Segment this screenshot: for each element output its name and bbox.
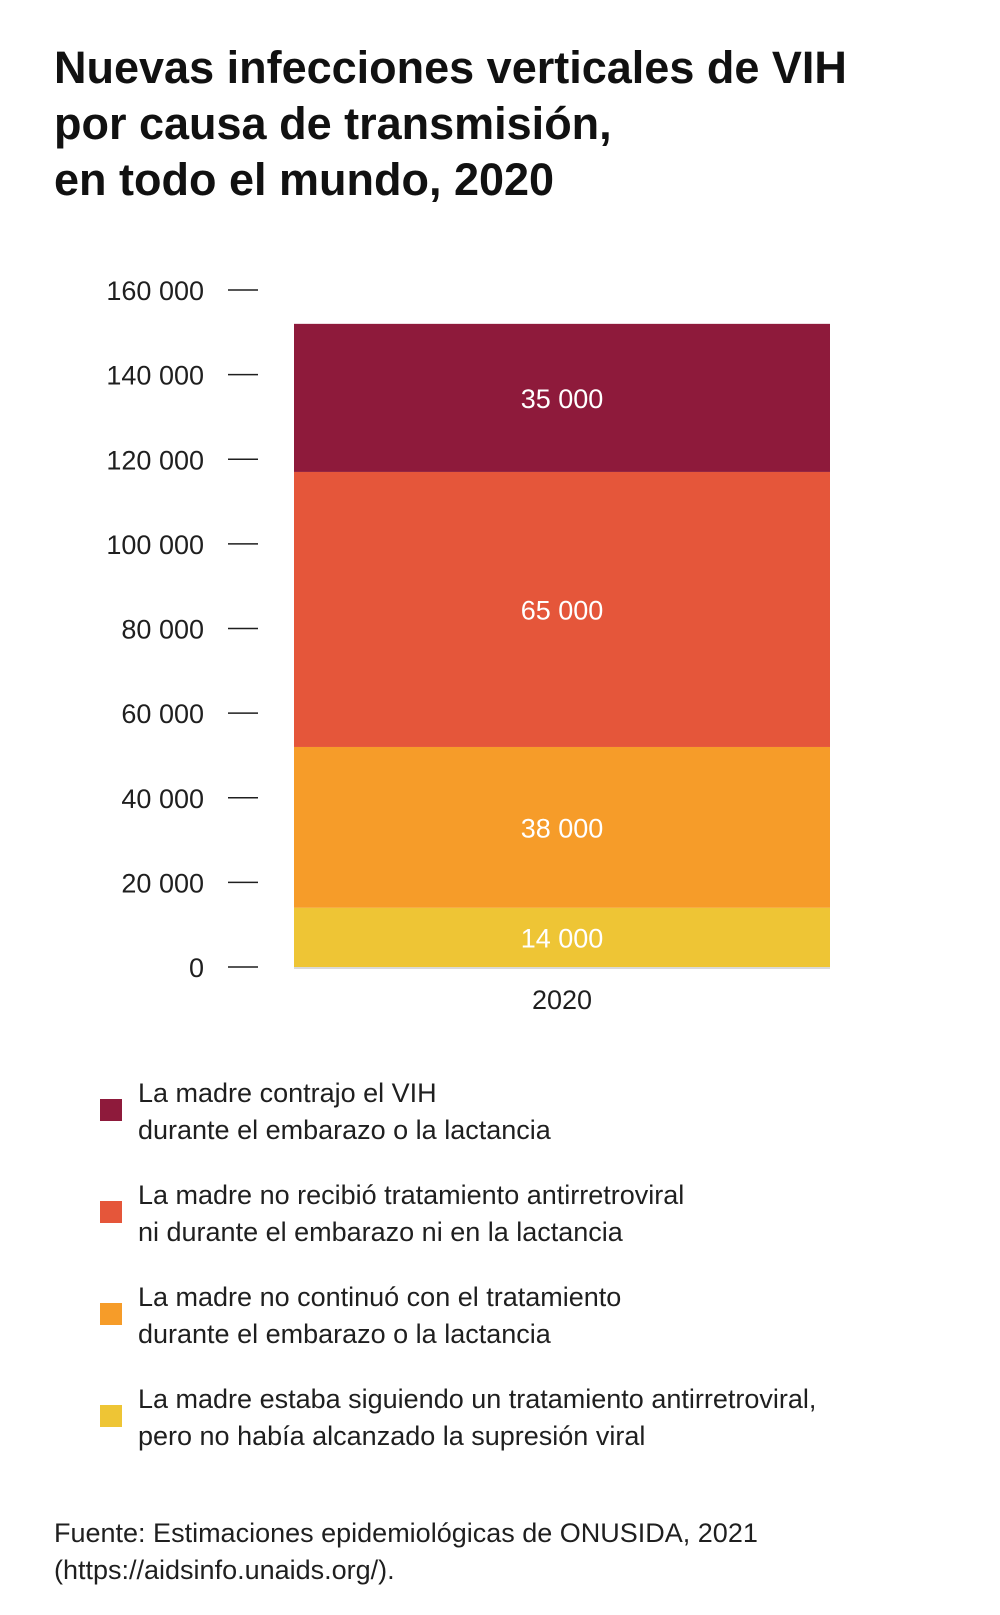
legend-label: La madre estaba siguiendo un tratamiento… bbox=[138, 1381, 816, 1455]
y-tick-label: 40 000 bbox=[121, 784, 204, 814]
legend-item-discontinued-treatment: La madre no continuó con el tratamiento … bbox=[0, 1279, 1000, 1359]
y-tick-label: 120 000 bbox=[106, 445, 204, 475]
legend-label-line: pero no había alcanzado la supresión vir… bbox=[138, 1421, 646, 1451]
y-tick-label: 160 000 bbox=[106, 276, 204, 306]
legend-label-line: durante el embarazo o la lactancia bbox=[138, 1115, 551, 1145]
y-axis: 0 20 000 40 000 60 000 80 000 100 000 120 000 1… bbox=[106, 276, 258, 983]
legend-label-line: La madre no continuó con el tratamiento bbox=[138, 1282, 622, 1312]
source-note: Fuente: Estimaciones epidemiológicas de … bbox=[54, 1515, 758, 1589]
legend-swatch bbox=[100, 1405, 122, 1427]
bar-segment bbox=[294, 746, 830, 908]
legend-swatch bbox=[100, 1201, 122, 1223]
bar-segment bbox=[294, 323, 830, 472]
legend-label: La madre no continuó con el tratamiento … bbox=[138, 1279, 621, 1353]
bar-segment-label: 38 000 bbox=[521, 813, 604, 843]
bar-stack: 14 000 38 000 65 000 35 000 bbox=[294, 323, 830, 967]
legend-item-no-viral-suppression: La madre estaba siguiendo un tratamiento… bbox=[0, 1381, 1000, 1461]
x-axis: 2020 bbox=[294, 967, 830, 1015]
legend-item-contracted-during-pregnancy: La madre contrajo el VIH durante el emba… bbox=[0, 1075, 1000, 1155]
legend-swatch bbox=[100, 1099, 122, 1121]
legend-swatch bbox=[100, 1303, 122, 1325]
bar-segment-label: 14 000 bbox=[521, 923, 604, 953]
y-tick-label: 20 000 bbox=[121, 868, 204, 898]
source-line-2: (https://aidsinfo.unaids.org/). bbox=[54, 1555, 395, 1585]
legend-label-line: durante el embarazo o la lactancia bbox=[138, 1319, 551, 1349]
legend-label: La madre no recibió tratamiento antirret… bbox=[138, 1177, 684, 1251]
legend-label-line: La madre no recibió tratamiento antirret… bbox=[138, 1180, 685, 1210]
bar-segment-label: 65 000 bbox=[521, 595, 604, 625]
chart-title-line-1: Nuevas infecciones verticales de VIH bbox=[54, 42, 847, 93]
bar-segment-label: 35 000 bbox=[521, 384, 604, 414]
y-tick-label: 140 000 bbox=[106, 361, 204, 391]
legend-label: La madre contrajo el VIH durante el emba… bbox=[138, 1075, 551, 1149]
legend-item-no-treatment: La madre no recibió tratamiento antirret… bbox=[0, 1177, 1000, 1257]
chart-title-line-2: por causa de transmisión, bbox=[54, 98, 612, 149]
bar-segment bbox=[294, 907, 830, 967]
bar-segment bbox=[294, 471, 830, 747]
x-tick-label: 2020 bbox=[532, 985, 592, 1015]
chart-title: Nuevas infecciones verticales de VIH por… bbox=[54, 40, 954, 208]
y-tick-label: 100 000 bbox=[106, 530, 204, 560]
y-tick-label: 60 000 bbox=[121, 699, 204, 729]
stacked-bar-chart: 0 20 000 40 000 60 000 80 000 100 000 120 000 1… bbox=[106, 276, 830, 1015]
chart-title-line-3: en todo el mundo, 2020 bbox=[54, 154, 555, 205]
legend-label-line: La madre contrajo el VIH bbox=[138, 1078, 437, 1108]
legend-label-line: ni durante el embarazo ni en la lactanci… bbox=[138, 1217, 623, 1247]
y-tick-label: 0 bbox=[189, 953, 204, 983]
legend-label-line: La madre estaba siguiendo un tratamiento… bbox=[138, 1384, 817, 1414]
y-tick-label: 80 000 bbox=[121, 615, 204, 645]
source-line-1: Fuente: Estimaciones epidemiológicas de … bbox=[54, 1518, 758, 1548]
